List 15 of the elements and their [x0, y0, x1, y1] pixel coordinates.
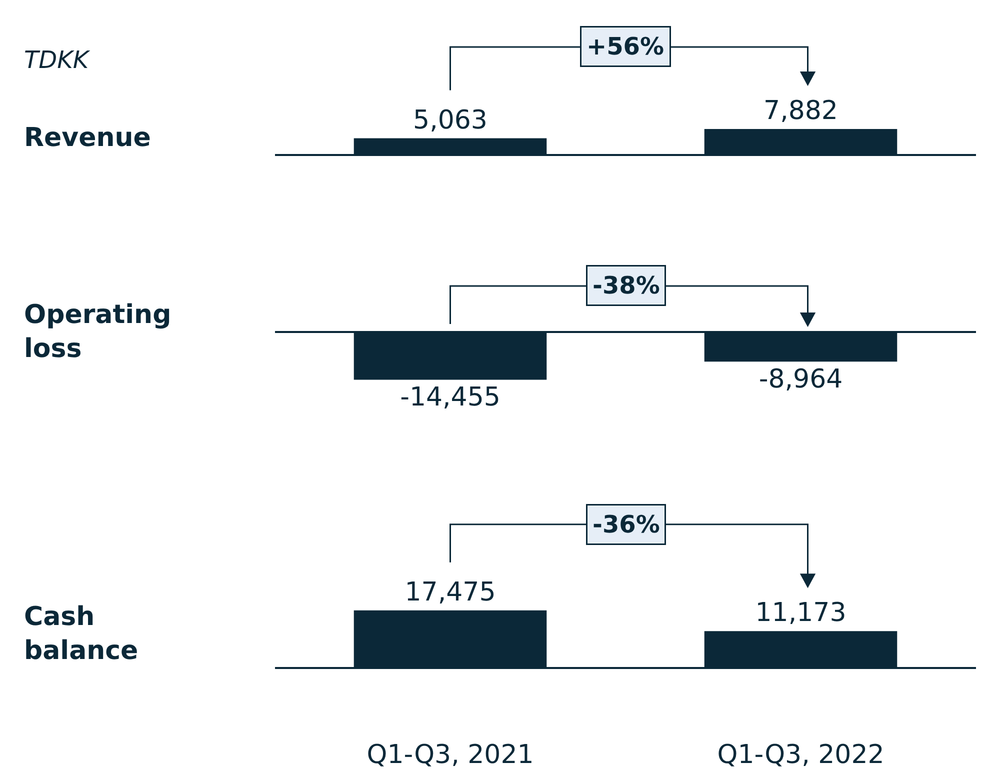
data-label: -8,964: [758, 364, 843, 395]
chart-title: Operating loss: [24, 300, 172, 364]
data-label: 11,173: [755, 598, 846, 628]
data-label: 17,475: [404, 577, 496, 608]
text: +56%: [586, 32, 664, 60]
data-label: 7,882: [764, 96, 838, 126]
chart-title: Revenue: [24, 123, 151, 153]
x-tick-label: Q1-Q3, 2021: [366, 740, 534, 770]
x-tick-label: Q1-Q3, 2022: [717, 740, 884, 770]
data-label: -14,455: [400, 382, 500, 413]
text: -36%: [592, 510, 660, 538]
data-label: 5,063: [413, 105, 488, 136]
chart-title: Cash balance: [24, 602, 138, 666]
y-axis-title: TDKK: [24, 46, 91, 74]
text: -38%: [592, 272, 660, 300]
